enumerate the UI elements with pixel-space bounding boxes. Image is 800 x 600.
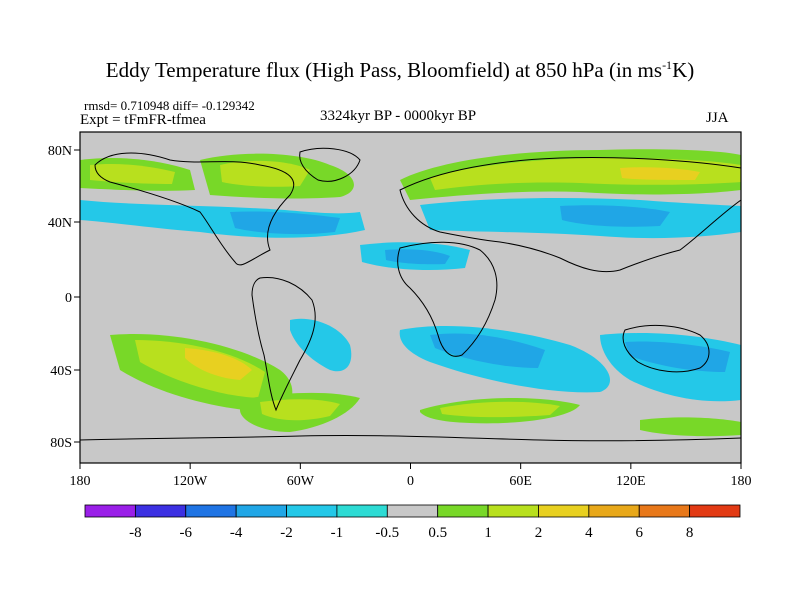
map-axes: 80N 40N 0 40S 80S 180 120W 60W 0 60E 120E 180 bbox=[48, 144, 752, 489]
lon-tick-label: 0 bbox=[407, 474, 414, 489]
colorbar-label: -0.5 bbox=[375, 525, 399, 541]
contour-patch bbox=[185, 348, 252, 380]
contour-patch bbox=[620, 167, 700, 180]
contour-patch bbox=[640, 417, 741, 437]
coastline-layer bbox=[80, 147, 741, 442]
coastline-africa bbox=[397, 241, 498, 357]
colorbar-swatch bbox=[588, 504, 640, 518]
colorbar-label: 1 bbox=[484, 525, 492, 541]
colorbar-label: -1 bbox=[331, 525, 344, 541]
contour-patch bbox=[430, 158, 741, 190]
lon-tick-label: 120E bbox=[616, 474, 646, 489]
colorbar-swatch bbox=[689, 504, 741, 518]
colorbar-label: -6 bbox=[180, 525, 193, 541]
lat-tick-label: 0 bbox=[65, 291, 72, 306]
colorbar-label: 2 bbox=[535, 525, 543, 541]
colorbar-label: 4 bbox=[585, 525, 593, 541]
colorbar-label: 8 bbox=[686, 525, 694, 541]
colorbar: -8 -6 -4 -2 -1 -0.5 0.5 1 2 4 6 8 bbox=[84, 504, 741, 541]
contour-patch bbox=[230, 211, 340, 235]
colorbar-swatch bbox=[286, 504, 338, 518]
colorbar-swatch bbox=[386, 504, 439, 518]
colorbar-label: 6 bbox=[635, 525, 643, 541]
colorbar-swatch bbox=[185, 504, 237, 518]
time-period-label: 3324kyr BP - 0000kyr BP bbox=[320, 108, 477, 124]
colorbar-swatch bbox=[134, 504, 187, 518]
colorbar-label: -8 bbox=[129, 525, 142, 541]
colorbar-swatch bbox=[437, 504, 489, 518]
lat-tick-label: 80N bbox=[48, 144, 72, 159]
lat-tick-label: 40S bbox=[50, 364, 72, 379]
contour-patch bbox=[135, 340, 265, 398]
contour-patch bbox=[560, 205, 670, 227]
contour-patch bbox=[90, 163, 175, 184]
colorbar-swatch bbox=[487, 504, 539, 518]
lon-tick-label: 180 bbox=[70, 474, 91, 489]
rmsd-diff-stats: rmsd= 0.710948 diff= -0.129342 bbox=[84, 98, 255, 113]
contour-patch bbox=[290, 318, 352, 372]
coastline-australia bbox=[622, 325, 710, 373]
colorbar-swatch bbox=[336, 504, 388, 518]
colorbar-label: -4 bbox=[230, 525, 243, 541]
season-label: JJA bbox=[706, 110, 729, 126]
coastline-eurasia bbox=[399, 157, 741, 273]
lat-tick-label: 80S bbox=[50, 436, 72, 451]
experiment-label: Expt = tFmFR-tfmea bbox=[80, 112, 206, 128]
contour-patch bbox=[220, 160, 310, 187]
colorbar-swatch bbox=[235, 504, 287, 518]
colorbar-swatch bbox=[84, 504, 136, 518]
map-title: Eddy Temperature flux (High Pass, Bloomf… bbox=[105, 58, 695, 82]
lon-tick-label: 120W bbox=[173, 474, 208, 489]
coastline-greenland bbox=[299, 147, 361, 182]
contour-patch bbox=[440, 401, 560, 418]
lon-tick-label: 180 bbox=[731, 474, 752, 489]
colorbar-swatch bbox=[638, 504, 691, 518]
contour-patch bbox=[385, 249, 450, 265]
lon-tick-label: 60W bbox=[287, 474, 315, 489]
coastline-antarctica bbox=[80, 434, 741, 442]
colorbar-swatch bbox=[538, 504, 590, 518]
contour-fill-layer bbox=[80, 149, 741, 437]
lat-tick-label: 40N bbox=[48, 216, 72, 231]
colorbar-label: -2 bbox=[280, 525, 293, 541]
colorbar-label: 0.5 bbox=[428, 525, 447, 541]
contour-patch bbox=[430, 333, 545, 368]
lon-tick-label: 60E bbox=[509, 474, 532, 489]
coastline-south-america bbox=[251, 276, 316, 412]
coastline-north-america bbox=[94, 152, 295, 266]
contour-patch bbox=[260, 399, 340, 421]
